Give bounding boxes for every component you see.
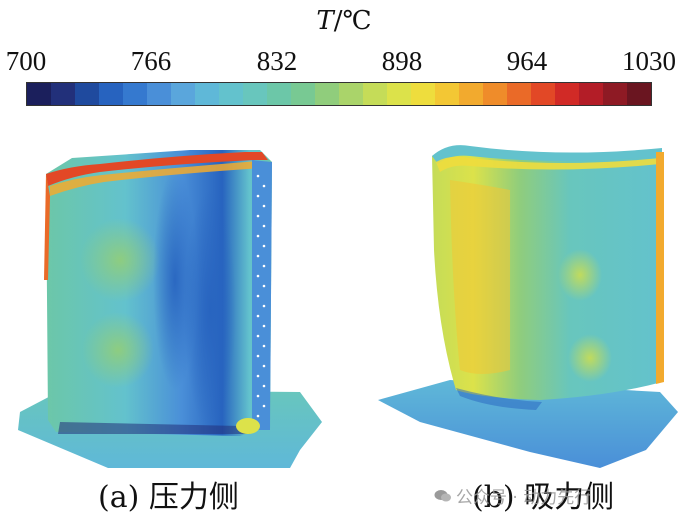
colorbar-segment <box>267 83 291 105</box>
suction-side-blade-render <box>378 145 678 468</box>
colorbar-segment <box>315 83 339 105</box>
colorbar-segment <box>603 83 627 105</box>
colorbar-segment <box>243 83 267 105</box>
colorbar-tick: 964 <box>506 46 548 76</box>
warm-tip-band <box>50 161 262 196</box>
warm-region <box>82 312 154 388</box>
colorbar-segment <box>387 83 411 105</box>
colorbar-segment <box>291 83 315 105</box>
trailing-edge <box>656 152 664 384</box>
cold-region <box>184 190 236 430</box>
colorbar-title: T/℃ <box>0 6 688 36</box>
watermark-text: 公众号 · 动力先行 <box>456 488 592 508</box>
colorbar-segment <box>51 83 75 105</box>
unit-text: /℃ <box>333 6 372 36</box>
colorbar-segment <box>579 83 603 105</box>
colorbar-segment <box>507 83 531 105</box>
colorbar-segment <box>459 83 483 105</box>
colorbar-segment <box>171 83 195 105</box>
colorbar-segment <box>123 83 147 105</box>
colorbar-segment <box>219 83 243 105</box>
colorbar-segment <box>339 83 363 105</box>
temperature-colorbar <box>26 82 652 106</box>
quantity-symbol: T <box>316 6 334 36</box>
colorbar-segment <box>147 83 171 105</box>
tip-warm-band <box>436 156 660 172</box>
colorbar-segment <box>627 83 651 105</box>
colorbar-tick: 832 <box>256 46 298 76</box>
root-fillet <box>456 388 542 410</box>
caption-pressure-side: (a) 压力侧 <box>98 480 239 515</box>
cooling-holes <box>256 174 266 418</box>
watermark: 公众号 · 动力先行 <box>434 486 591 510</box>
hot-spot <box>236 418 260 434</box>
colorbar-segment <box>363 83 387 105</box>
wechat-icon <box>434 486 452 510</box>
warm-region <box>568 334 612 382</box>
hot-tip-edge <box>46 152 268 186</box>
tip-rim <box>432 145 662 164</box>
colorbar-segment <box>483 83 507 105</box>
colorbar-segment <box>435 83 459 105</box>
colorbar-tick: 700 <box>5 46 47 76</box>
warm-region <box>558 249 602 301</box>
colorbar-tick: 766 <box>130 46 172 76</box>
platform <box>378 380 678 468</box>
colorbar-segment <box>195 83 219 105</box>
pressure-side-blade-render <box>18 150 322 468</box>
colorbar-tick: 1030 <box>622 46 676 76</box>
warm-region <box>450 180 510 374</box>
hot-leading-edge <box>44 174 50 280</box>
root-fillet <box>58 422 250 434</box>
caption-suction-side: (b) 吸力侧 <box>472 480 615 515</box>
warm-region <box>80 218 160 302</box>
colorbar-tick: 898 <box>381 46 423 76</box>
colorbar-segment <box>531 83 555 105</box>
colorbar-segment <box>99 83 123 105</box>
colorbar-segment <box>27 83 51 105</box>
colorbar-segment <box>555 83 579 105</box>
colorbar-segment <box>75 83 99 105</box>
colorbar-segment <box>411 83 435 105</box>
trailing-edge <box>252 160 272 430</box>
